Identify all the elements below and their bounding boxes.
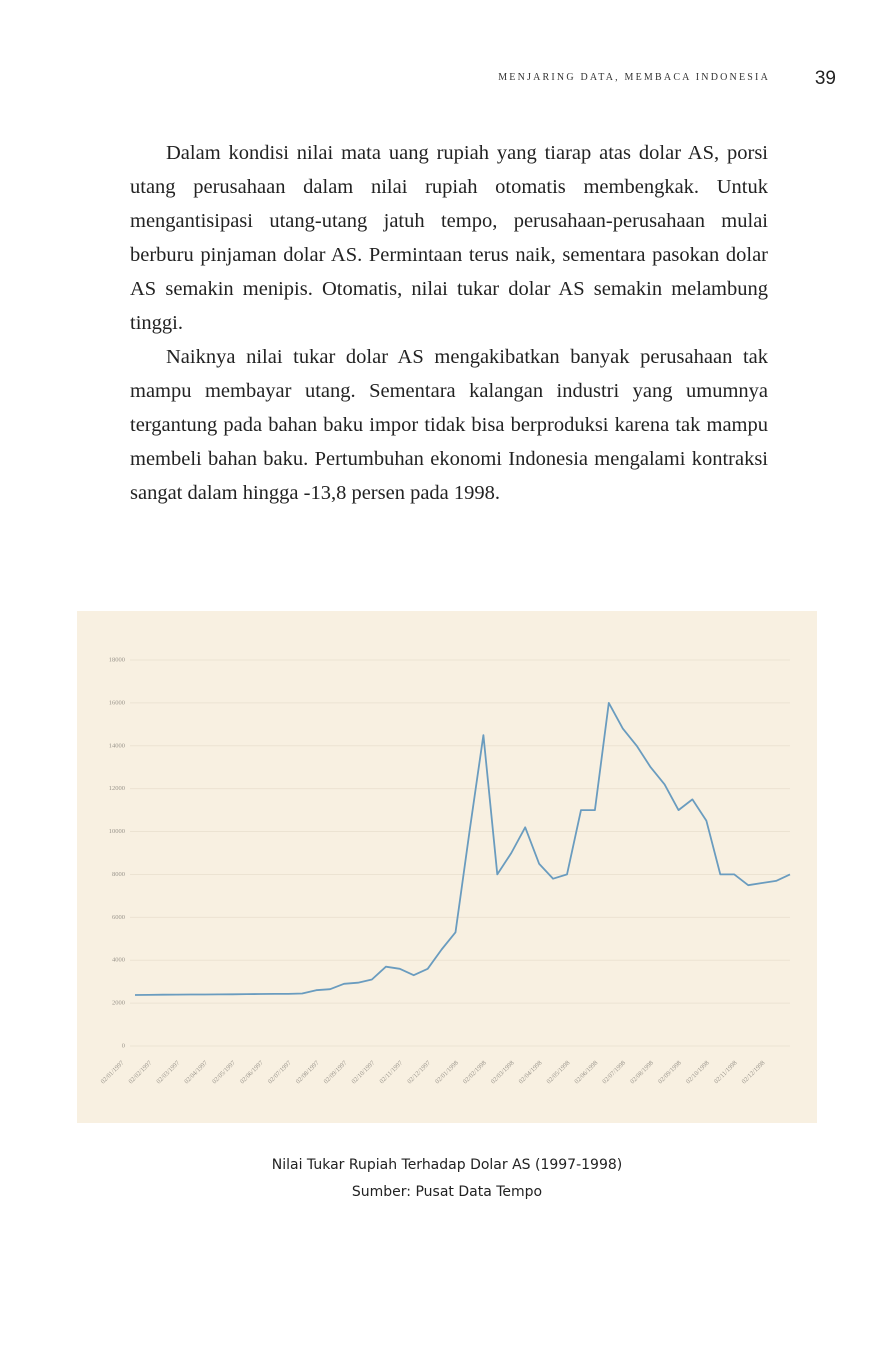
y-tick-label: 18000 bbox=[109, 656, 125, 663]
figure-caption: Nilai Tukar Rupiah Terhadap Dolar AS (19… bbox=[271, 1157, 623, 1173]
paragraph: Naiknya nilai tukar dolar AS mengakibatk… bbox=[130, 346, 768, 504]
x-tick-label: 02/08/1997 bbox=[295, 1059, 321, 1085]
body-text: Dalam kondisi nilai mata uang rupiah yan… bbox=[130, 136, 768, 510]
x-tick-label: 02/09/1998 bbox=[657, 1060, 683, 1086]
x-tick-label: 02/06/1997 bbox=[239, 1059, 265, 1085]
x-tick-label: 02/05/1997 bbox=[211, 1059, 237, 1085]
y-tick-label: 12000 bbox=[109, 785, 125, 792]
x-tick-label: 02/07/1998 bbox=[601, 1060, 627, 1086]
x-tick-label: 02/10/1998 bbox=[685, 1060, 711, 1086]
x-tick-label: 02/09/1997 bbox=[323, 1059, 349, 1085]
running-header: MENJARING DATA, MEMBACA INDONESIA bbox=[498, 72, 770, 83]
y-tick-label: 6000 bbox=[112, 914, 125, 921]
figure-source: Sumber: Pusat Data Tempo bbox=[351, 1184, 543, 1200]
x-tick-label: 02/03/1998 bbox=[490, 1060, 516, 1086]
data-line bbox=[134, 702, 791, 996]
x-tick-label: 02/08/1998 bbox=[629, 1060, 655, 1086]
x-tick-label: 02/10/1997 bbox=[350, 1059, 376, 1085]
x-tick-label: 02/05/1998 bbox=[546, 1060, 572, 1086]
x-tick-label: 02/06/1998 bbox=[573, 1060, 599, 1086]
x-tick-label: 02/04/1997 bbox=[183, 1059, 209, 1085]
y-tick-label: 10000 bbox=[109, 828, 125, 835]
chart-panel bbox=[77, 611, 817, 1123]
x-tick-label: 02/02/1997 bbox=[127, 1059, 153, 1085]
x-tick-label: 02/07/1997 bbox=[267, 1059, 293, 1085]
x-tick-label: 02/12/1997 bbox=[406, 1059, 432, 1085]
y-tick-label: 14000 bbox=[109, 742, 125, 749]
x-tick-label: 02/11/1998 bbox=[713, 1060, 739, 1086]
x-tick-label: 02/01/1998 bbox=[434, 1060, 460, 1086]
x-tick-label: 02/03/1997 bbox=[155, 1059, 181, 1085]
y-tick-label: 4000 bbox=[112, 957, 125, 964]
y-tick-label: 2000 bbox=[112, 1000, 125, 1007]
x-tick-label: 02/11/1997 bbox=[378, 1059, 404, 1085]
y-tick-label: 8000 bbox=[112, 871, 125, 878]
y-tick-label: 0 bbox=[122, 1042, 125, 1049]
x-tick-label: 02/04/1998 bbox=[518, 1060, 544, 1086]
x-tick-label: 02/12/1998 bbox=[741, 1060, 767, 1086]
y-tick-label: 16000 bbox=[109, 699, 125, 706]
x-tick-label: 02/02/1998 bbox=[462, 1060, 488, 1086]
page-number: 39 bbox=[814, 68, 836, 89]
paragraph: Dalam kondisi nilai mata uang rupiah yan… bbox=[130, 142, 768, 334]
x-tick-label: 02/01/1997 bbox=[100, 1059, 126, 1085]
